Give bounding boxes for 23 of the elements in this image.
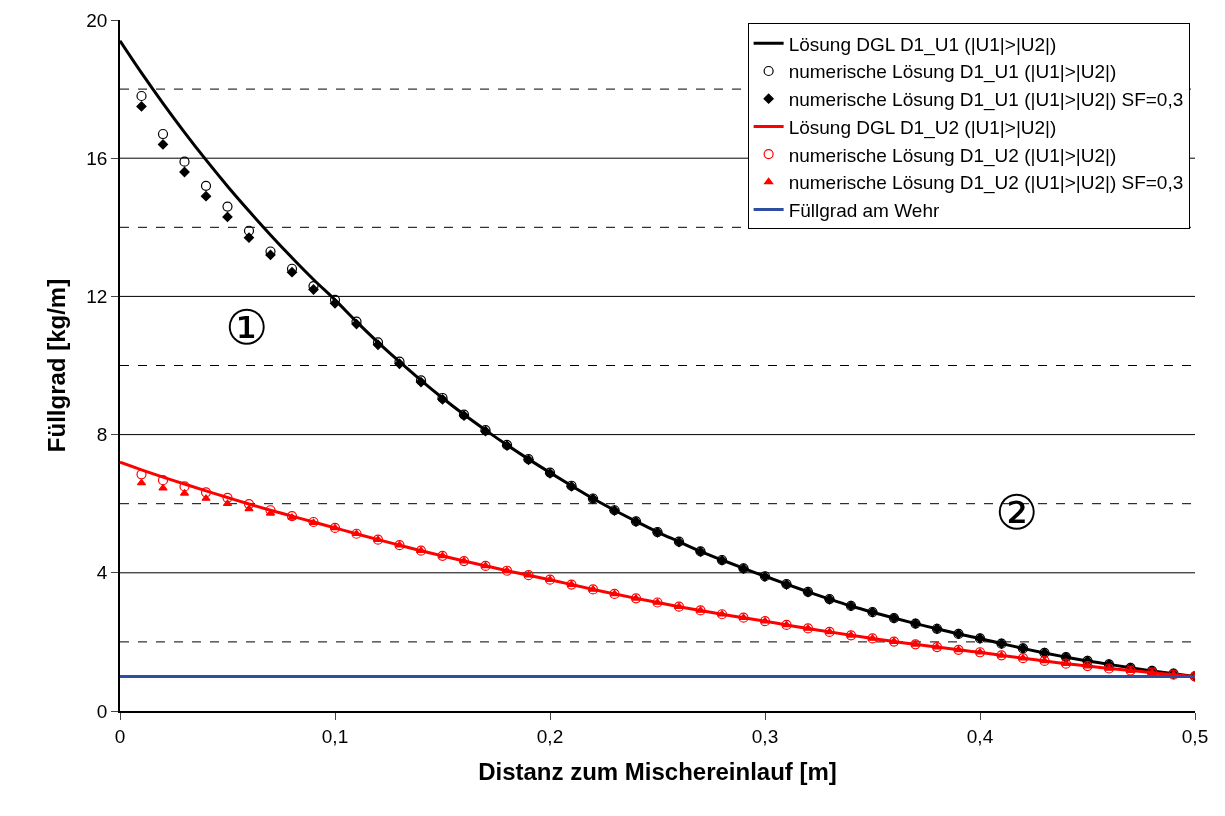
legend-label: numerische Lösung D1_U1 (|U1|>|U2|) SF=0,3 — [788, 89, 1184, 112]
x-axis-title: Distanz zum Mischereinlauf [m] — [478, 758, 837, 786]
x-tick-label: 0,1 — [321, 725, 349, 747]
y-tick-label: 8 — [96, 424, 108, 446]
y-tick-label: 0 — [96, 700, 108, 722]
legend-label: numerische Lösung D1_U2 (|U1|>|U2|) — [788, 144, 1117, 167]
y-tick-label: 12 — [86, 286, 108, 308]
annotation: ② — [995, 484, 1039, 540]
legend-label: numerische Lösung D1_U1 (|U1|>|U2|) — [788, 61, 1117, 84]
x-tick-label: 0 — [114, 725, 126, 747]
annotation: ① — [225, 299, 269, 355]
legend-label: Lösung DGL D1_U2 (|U1|>|U2|) — [788, 116, 1057, 139]
x-tick-label: 0,5 — [1181, 725, 1209, 747]
legend-label: numerische Lösung D1_U2 (|U1|>|U2|) SF=0,3 — [788, 172, 1184, 195]
y-tick-label: 4 — [96, 562, 108, 584]
legend-label: Füllgrad am Wehr — [788, 199, 940, 221]
x-tick-label: 0,3 — [751, 725, 779, 747]
x-tick-label: 0,2 — [536, 725, 564, 747]
y-axis-title: Füllgrad [kg/m] — [42, 278, 70, 453]
x-tick-label: 0,4 — [966, 725, 994, 747]
y-tick-label: 20 — [86, 9, 108, 31]
legend-label: Lösung DGL D1_U1 (|U1|>|U2|) — [788, 33, 1057, 56]
y-tick-label: 16 — [86, 147, 108, 169]
